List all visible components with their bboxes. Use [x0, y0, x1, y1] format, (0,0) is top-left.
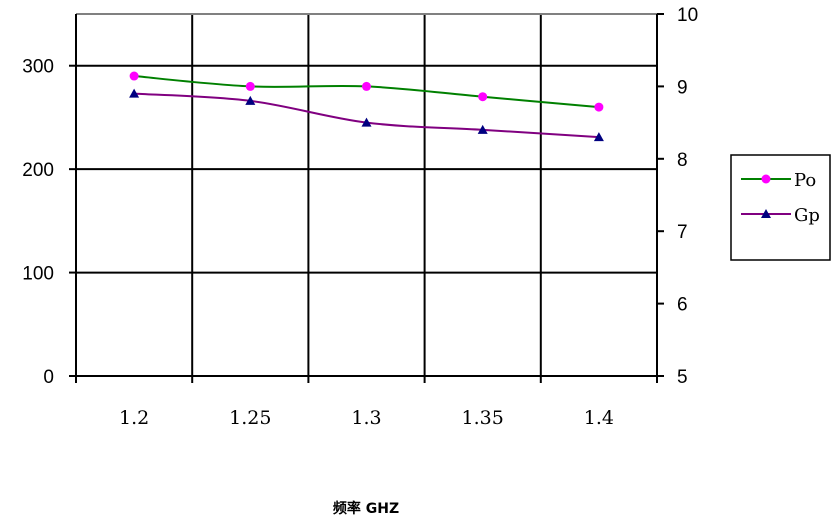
data-point-po [594, 102, 604, 112]
data-point-gp [361, 117, 372, 127]
x-tick-label: 1.3 [351, 407, 381, 429]
data-point-po [129, 71, 139, 81]
right-tick-label: 6 [677, 295, 688, 316]
data-point-po [362, 81, 371, 91]
x-tick-label: 1.35 [462, 407, 504, 429]
tick-labels: 0 100 200 300 5 6 7 8 9 10 1.2 1.25 1.3 1.35 1.4 [22, 5, 698, 429]
left-tick-label: 200 [22, 160, 54, 181]
right-tick-label: 5 [677, 367, 688, 388]
legend: Po Gp [730, 154, 831, 261]
data-point-gp [593, 132, 604, 142]
x-axis-label: 频率 GHZ [333, 500, 399, 517]
right-tick-label: 10 [677, 5, 698, 26]
axes [69, 13, 664, 383]
x-tick-label: 1.4 [584, 407, 614, 429]
right-tick-label: 8 [677, 150, 688, 171]
left-tick-label: 300 [22, 57, 54, 78]
legend-box [730, 154, 831, 261]
gridlines [76, 13, 657, 376]
data-point-gp [245, 95, 256, 105]
legend-label: Gp [794, 205, 820, 226]
data-point-po [245, 81, 255, 91]
right-tick-label: 7 [677, 222, 688, 243]
left-tick-label: 100 [22, 264, 54, 285]
series-line-po [134, 75, 599, 109]
x-tick-label: 1.2 [119, 407, 149, 429]
data-point-gp [129, 88, 140, 98]
legend-swatch-marker [761, 209, 771, 218]
series-group [129, 71, 604, 142]
legend-label: Po [794, 170, 816, 191]
x-tick-label: 1.25 [229, 407, 271, 429]
legend-swatch-marker [761, 174, 771, 184]
right-tick-label: 9 [677, 77, 688, 98]
data-point-po [478, 92, 488, 102]
left-tick-label: 0 [43, 367, 54, 388]
data-point-gp [477, 124, 488, 134]
